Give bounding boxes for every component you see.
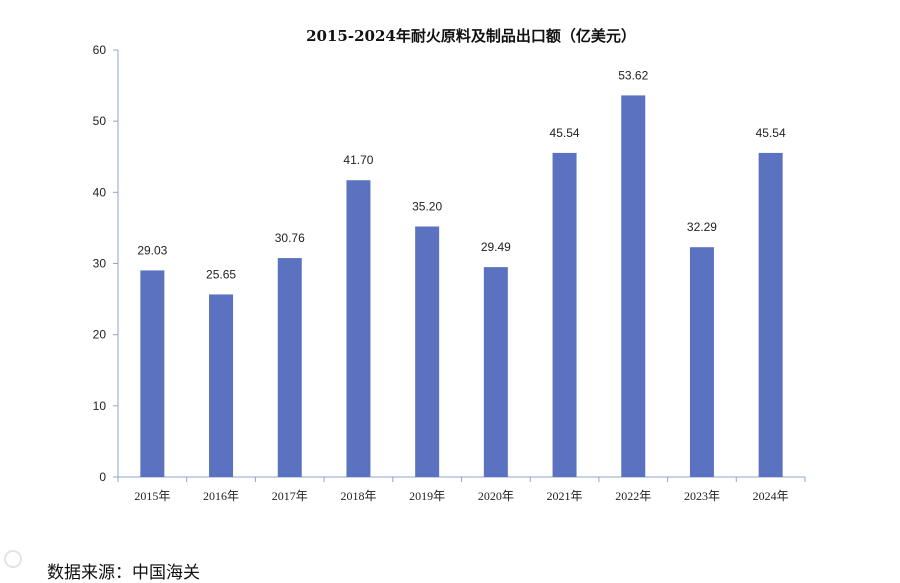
- y-tick-label: 40: [93, 185, 107, 199]
- data-label: 41.70: [343, 153, 373, 167]
- y-tick-label: 60: [93, 43, 107, 57]
- x-axis-ticks: 2015年 2016年 2017年 2018年 2019年 2020年 2021年 2022年…: [117, 477, 806, 503]
- data-label: 45.54: [550, 126, 580, 140]
- x-tick-label: 2018年: [340, 489, 376, 503]
- data-label: 32.29: [687, 220, 717, 234]
- watermark-logo-icon: [4, 550, 22, 568]
- y-tick-label: 20: [93, 328, 107, 342]
- data-label: 30.76: [275, 231, 305, 245]
- source-note: 数据来源：中国海关: [47, 563, 200, 583]
- bar-2019: [415, 226, 440, 477]
- x-tick-label: 2021年: [547, 489, 583, 503]
- data-label: 35.20: [412, 199, 442, 213]
- x-tick-label: 2019年: [409, 489, 445, 503]
- x-tick-label: 2022年: [615, 489, 651, 503]
- bar-2017: [277, 258, 302, 477]
- bar-2016: [209, 294, 234, 477]
- value-labels-group: 29.03 25.65 30.76 41.70 35.20 29.49 45.54 53.62…: [137, 68, 786, 281]
- bar-2020: [483, 267, 508, 477]
- x-tick-label: 2016年: [203, 489, 239, 503]
- y-tick-label: 30: [93, 257, 107, 271]
- x-tick-label: 2024年: [753, 489, 789, 503]
- y-tick-label: 50: [93, 114, 107, 128]
- data-label: 29.49: [481, 240, 511, 254]
- y-tick-label: 10: [93, 399, 107, 413]
- bar-2018: [346, 180, 371, 478]
- y-axis-ticks: 0 10 20 30 40 50 60: [93, 43, 118, 484]
- bar-2023: [689, 247, 714, 477]
- data-label: 29.03: [137, 243, 167, 257]
- bar-2015: [140, 270, 165, 477]
- chart-title: 2015-2024年耐火原料及制品出口额（亿美元）: [306, 27, 636, 45]
- bar-2024: [758, 152, 783, 478]
- data-label: 25.65: [206, 267, 236, 281]
- x-tick-label: 2017年: [272, 489, 308, 503]
- x-tick-label: 2015年: [134, 489, 170, 503]
- data-label: 45.54: [756, 126, 786, 140]
- x-tick-label: 2020年: [478, 489, 514, 503]
- bars-group: [140, 95, 783, 478]
- x-tick-label: 2023年: [684, 489, 720, 503]
- bar-2021: [552, 152, 577, 478]
- data-label: 53.62: [618, 68, 648, 82]
- bar-2022: [621, 95, 646, 478]
- y-tick-label: 0: [99, 470, 106, 484]
